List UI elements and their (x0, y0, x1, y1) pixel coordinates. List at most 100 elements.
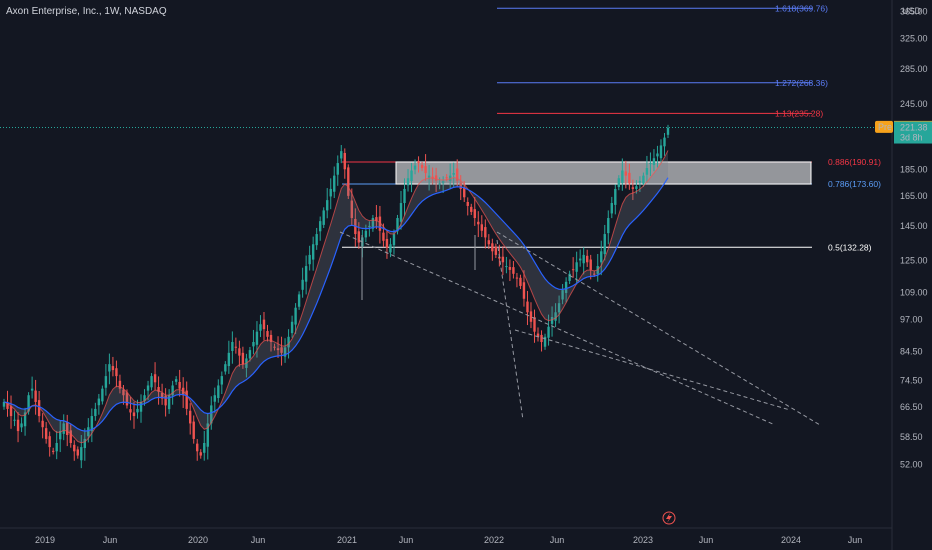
candle-body (326, 200, 329, 211)
candle-body (364, 230, 368, 238)
price-tick-label: 74.50 (900, 376, 923, 386)
candle-body (336, 163, 339, 175)
candle-body (199, 452, 202, 456)
candle-body (463, 187, 466, 198)
candle-body (515, 277, 519, 279)
time-tick-label: Jun (848, 535, 863, 545)
candle-body (55, 442, 58, 452)
candle-body (635, 186, 638, 189)
candle-body (178, 381, 181, 389)
candle-body (413, 165, 417, 170)
candle-body (280, 347, 283, 353)
last-price-box (894, 121, 932, 144)
candle-body (585, 255, 589, 263)
candle-body (600, 251, 603, 263)
candle-body (2, 401, 6, 407)
candle-body (122, 389, 125, 396)
fib-level-label: 1.272(268.36) (775, 78, 828, 88)
candle-body (638, 180, 642, 183)
candle-body (27, 395, 30, 412)
candle-body (262, 319, 266, 330)
candle-body (150, 376, 153, 388)
candle-body (318, 221, 322, 232)
candle-body (568, 273, 571, 281)
candle-body (431, 176, 434, 179)
candle-body (210, 405, 213, 424)
candle-body (273, 346, 276, 348)
candle-body (224, 364, 227, 372)
countdown-label: 3d 8h (900, 133, 923, 143)
candle-body (97, 398, 101, 406)
candle-body (406, 178, 410, 186)
candle-body (266, 331, 269, 337)
price-tick-label: 145.00 (900, 221, 928, 231)
candle-body (118, 380, 122, 389)
candle-body (494, 246, 498, 255)
candle-body (167, 395, 171, 410)
candle-body (470, 206, 473, 212)
candle-body (445, 177, 448, 179)
price-tick-label: 125.00 (900, 255, 928, 265)
candle-body (174, 379, 178, 382)
earnings-lightning-icon (662, 511, 676, 525)
candle-body (51, 450, 55, 452)
candle-body (456, 168, 459, 181)
time-tick-label: 2022 (484, 535, 504, 545)
candle-body (550, 316, 554, 324)
candle-body (115, 368, 118, 377)
candle-body (656, 153, 659, 157)
candle-body (578, 258, 582, 261)
candle-body (649, 163, 652, 165)
candle-body (378, 216, 382, 231)
candle-body (34, 390, 37, 402)
candle-body (543, 336, 547, 347)
fib-level-label: 0.886(190.91) (828, 157, 881, 167)
candle-body (484, 227, 487, 238)
candle-body (473, 209, 476, 219)
candle-body (231, 342, 234, 351)
price-tick-label: 97.00 (900, 314, 923, 324)
candle-body (80, 447, 83, 461)
candle-body (575, 262, 578, 272)
pre-badge (875, 120, 893, 133)
candle-body (192, 421, 195, 439)
candle-body (561, 290, 564, 300)
candle-body (522, 282, 526, 299)
candle-body (252, 342, 255, 347)
candle-body (557, 303, 561, 313)
candle-body (652, 158, 656, 165)
candle-body (73, 444, 76, 452)
time-tick-label: 2021 (337, 535, 357, 545)
candle-body (101, 388, 104, 402)
candle-body (452, 173, 455, 175)
candle-body (16, 419, 20, 432)
candle-body (357, 231, 361, 243)
time-tick-label: Jun (103, 535, 118, 545)
candle-body (410, 170, 413, 182)
candle-body (512, 267, 515, 274)
candle-body (59, 431, 62, 440)
price-tick-label: 109.00 (900, 287, 928, 297)
candle-body (610, 203, 613, 214)
candle-body (589, 259, 592, 270)
resistance-zone (395, 161, 812, 185)
candle-body (508, 266, 512, 270)
candle-body (255, 331, 259, 345)
price-tick-label: 325.00 (900, 33, 928, 43)
fib-level-label: 1.618(369.76) (775, 3, 828, 13)
last-price-label: 221.38 (900, 123, 928, 133)
candle-body (6, 402, 9, 409)
candle-body (164, 395, 167, 406)
candle-body (143, 395, 146, 402)
candle-body (160, 392, 164, 399)
candle-body (487, 240, 491, 245)
time-tick-label: Jun (699, 535, 714, 545)
candle-body (666, 127, 670, 135)
time-tick-label: 2019 (35, 535, 55, 545)
price-tick-label: 285.00 (900, 64, 928, 74)
candle-body (403, 188, 406, 204)
candle-body (287, 336, 290, 348)
candle-body (283, 347, 287, 357)
candle-body (343, 153, 346, 170)
